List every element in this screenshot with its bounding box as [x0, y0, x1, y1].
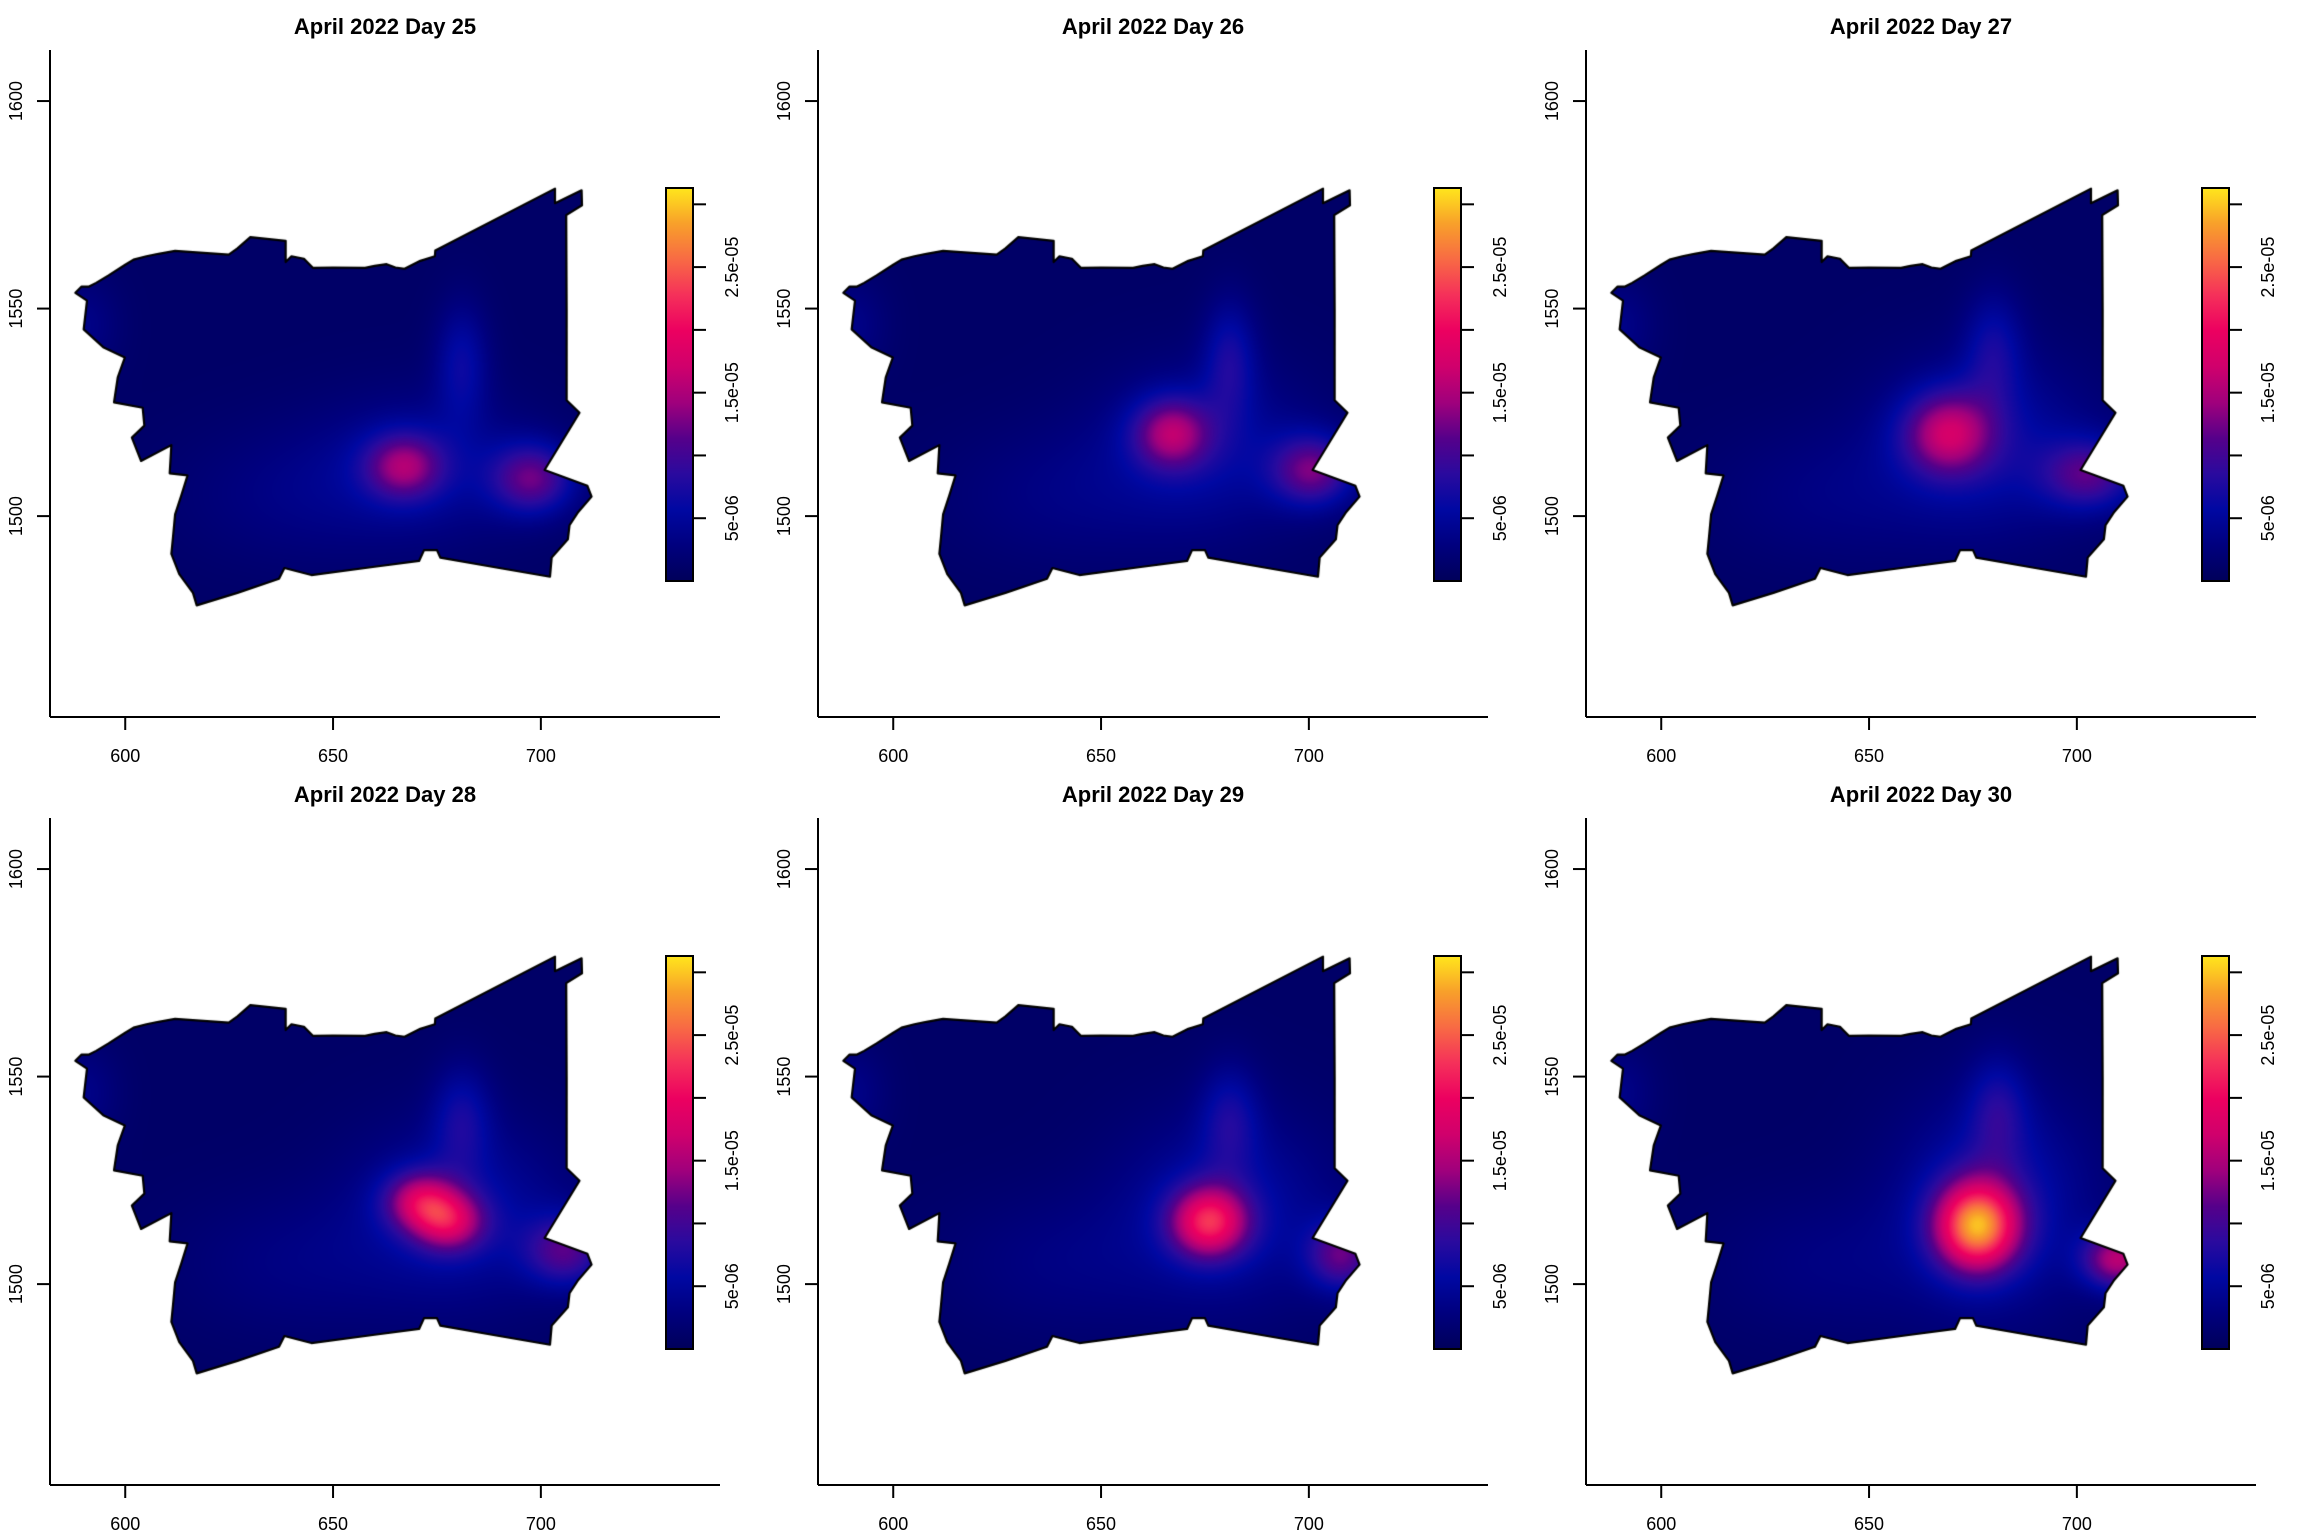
y-tick-label: 1500 — [6, 1264, 26, 1304]
colorbar-tick-label: 1.5e-05 — [2258, 362, 2278, 423]
x-tick-label: 600 — [110, 1514, 140, 1534]
colorbar — [2201, 955, 2230, 1350]
colorbar — [2201, 187, 2230, 582]
x-tick-label: 650 — [318, 1514, 348, 1534]
colorbar-tick-label: 2.5e-05 — [722, 237, 742, 298]
x-tick-label: 700 — [2062, 1514, 2092, 1534]
colorbar-tick-label: 2.5e-05 — [2258, 1005, 2278, 1066]
colorbar-tick-label: 5e-06 — [2258, 495, 2278, 541]
density-heatmap — [768, 0, 1536, 768]
x-tick-label: 600 — [1646, 746, 1676, 766]
colorbar-tick-label: 1.5e-05 — [722, 1130, 742, 1191]
x-tick-label: 700 — [526, 746, 556, 766]
y-tick-label: 1500 — [1542, 1264, 1562, 1304]
colorbar-tick-label: 2.5e-05 — [1490, 237, 1510, 298]
region-boundary — [1611, 189, 2127, 606]
y-tick-label: 1500 — [774, 1264, 794, 1304]
colorbar — [665, 187, 694, 582]
x-tick-label: 650 — [1086, 1514, 1116, 1534]
map-panel: April 2022 Day 25 600 650 700 1500 1550 1600 5e… — [0, 0, 768, 768]
x-tick-label: 700 — [1294, 746, 1324, 766]
panel-axes: April 2022 Day 28 600 650 700 1500 1550 1600 5e… — [6, 782, 742, 1534]
panel-axes: April 2022 Day 26 600 650 700 1500 1550 1600 5e… — [774, 14, 1510, 766]
y-tick-label: 1500 — [1542, 496, 1562, 536]
colorbar-tick-label: 2.5e-05 — [722, 1005, 742, 1066]
colorbar-tick-label: 1.5e-05 — [722, 362, 742, 423]
panel-axes: April 2022 Day 25 600 650 700 1500 1550 1600 5e… — [6, 14, 742, 766]
y-tick-label: 1600 — [1542, 849, 1562, 889]
x-tick-label: 650 — [1854, 1514, 1884, 1534]
x-tick-label: 650 — [1086, 746, 1116, 766]
region-boundary — [1611, 957, 2127, 1374]
region-boundary — [843, 957, 1359, 1374]
colorbar-tick-label: 5e-06 — [722, 1263, 742, 1309]
y-tick-label: 1550 — [1542, 289, 1562, 329]
region-boundary — [75, 957, 591, 1374]
x-tick-label: 700 — [2062, 746, 2092, 766]
panel-title: April 2022 Day 28 — [294, 782, 476, 807]
colorbar-tick-label: 1.5e-05 — [1490, 1130, 1510, 1191]
colorbar — [1433, 955, 1462, 1350]
y-tick-label: 1550 — [6, 1057, 26, 1097]
x-tick-label: 650 — [1854, 746, 1884, 766]
y-tick-label: 1600 — [774, 81, 794, 121]
panel-title: April 2022 Day 26 — [1062, 14, 1244, 39]
y-tick-label: 1550 — [774, 1057, 794, 1097]
y-tick-label: 1500 — [6, 496, 26, 536]
map-panel: April 2022 Day 27 600 650 700 1500 1550 1600 5e… — [1536, 0, 2304, 768]
panel-axes: April 2022 Day 27 600 650 700 1500 1550 1600 5e… — [1542, 14, 2278, 766]
y-tick-label: 1500 — [774, 496, 794, 536]
y-tick-label: 1600 — [6, 81, 26, 121]
panel-axes: April 2022 Day 29 600 650 700 1500 1550 1600 5e… — [774, 782, 1510, 1534]
map-panel: April 2022 Day 30 600 650 700 1500 1550 1600 5e… — [1536, 768, 2304, 1536]
x-tick-label: 600 — [878, 746, 908, 766]
panel-title: April 2022 Day 27 — [1830, 14, 2012, 39]
panel-title: April 2022 Day 25 — [294, 14, 476, 39]
panel-title: April 2022 Day 30 — [1830, 782, 2012, 807]
density-heatmap — [0, 0, 768, 768]
map-panel: April 2022 Day 26 600 650 700 1500 1550 1600 5e… — [768, 0, 1536, 768]
colorbar-tick-label: 2.5e-05 — [1490, 1005, 1510, 1066]
y-tick-label: 1550 — [774, 289, 794, 329]
density-heatmap — [768, 768, 1536, 1536]
map-panel: April 2022 Day 29 600 650 700 1500 1550 1600 5e… — [768, 768, 1536, 1536]
y-tick-label: 1550 — [1542, 1057, 1562, 1097]
density-heatmap — [0, 768, 768, 1536]
density-heatmap — [1536, 768, 2304, 1536]
x-tick-label: 600 — [878, 1514, 908, 1534]
x-tick-label: 650 — [318, 746, 348, 766]
colorbar-tick-label: 5e-06 — [1490, 1263, 1510, 1309]
colorbar-tick-label: 5e-06 — [1490, 495, 1510, 541]
colorbar-tick-label: 2.5e-05 — [2258, 237, 2278, 298]
x-tick-label: 600 — [110, 746, 140, 766]
x-tick-label: 700 — [526, 1514, 556, 1534]
colorbar-tick-label: 1.5e-05 — [1490, 362, 1510, 423]
x-tick-label: 600 — [1646, 1514, 1676, 1534]
x-tick-label: 700 — [1294, 1514, 1324, 1534]
region-boundary — [843, 189, 1359, 606]
density-heatmap — [1536, 0, 2304, 768]
colorbar-tick-label: 5e-06 — [722, 495, 742, 541]
panel-title: April 2022 Day 29 — [1062, 782, 1244, 807]
colorbar-tick-label: 1.5e-05 — [2258, 1130, 2278, 1191]
colorbar — [665, 955, 694, 1350]
y-tick-label: 1600 — [774, 849, 794, 889]
panel-axes: April 2022 Day 30 600 650 700 1500 1550 1600 5e… — [1542, 782, 2278, 1534]
colorbar-tick-label: 5e-06 — [2258, 1263, 2278, 1309]
y-tick-label: 1600 — [6, 849, 26, 889]
map-panel: April 2022 Day 28 600 650 700 1500 1550 1600 5e… — [0, 768, 768, 1536]
y-tick-label: 1550 — [6, 289, 26, 329]
colorbar — [1433, 187, 1462, 582]
y-tick-label: 1600 — [1542, 81, 1562, 121]
region-boundary — [75, 189, 591, 606]
